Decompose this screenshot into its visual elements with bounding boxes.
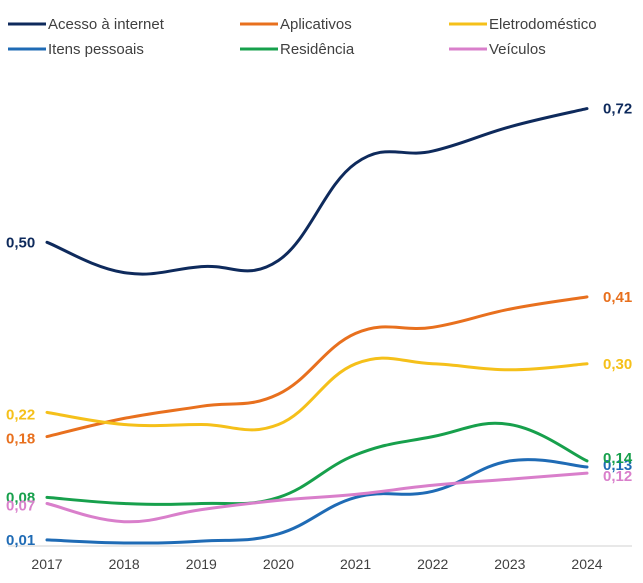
legend-item-veiculos: Veículos <box>449 41 546 58</box>
x-tick-label: 2024 <box>571 556 602 572</box>
legend-item-itens-pessoais: Itens pessoais <box>8 41 144 58</box>
x-tick-label: 2023 <box>494 556 525 572</box>
data-label-start: 0,18 <box>6 431 35 448</box>
series-layer: 0,50 0,72 0,18 0,41 0,22 0,30 0,01 0,13 0,08 0,14… <box>6 101 633 549</box>
legend-item-residencia: Residência <box>240 41 355 58</box>
legend-item-eletrodomestico: Eletrodoméstico <box>449 16 597 33</box>
data-label-end: 0,72 <box>603 101 632 118</box>
series-line-veiculos <box>45 471 589 524</box>
legend-label: Veículos <box>489 41 546 58</box>
legend-item-acesso-a-internet: Acesso à internet <box>8 16 165 33</box>
legend-label: Aplicativos <box>280 16 352 33</box>
series-veiculos: 0,07 0,12 <box>6 468 632 524</box>
data-label-end: 0,30 <box>603 356 632 373</box>
series-line-acesso-a-internet <box>45 107 589 276</box>
data-label-start: 0,22 <box>6 406 35 423</box>
data-label-end: 0,14 <box>603 450 633 467</box>
legend-item-aplicativos: Aplicativos <box>240 16 352 33</box>
x-tick-label: 2022 <box>417 556 448 572</box>
data-label-start: 0,01 <box>6 532 35 549</box>
series-line-aplicativos <box>45 295 589 439</box>
chart-legend: Acesso à internet Aplicativos Eletrodomést… <box>8 16 597 58</box>
legend-label: Acesso à internet <box>48 16 165 33</box>
data-label-end: 0,13 <box>603 457 632 474</box>
legend-label: Eletrodoméstico <box>489 16 597 33</box>
x-axis-ticks: 2017 2018 2019 2020 2021 2022 2023 2024 <box>31 556 602 572</box>
series-itens-pessoais: 0,01 0,13 <box>6 457 632 549</box>
data-label-start: 0,07 <box>6 497 35 514</box>
series-line-residencia <box>45 421 589 506</box>
data-label-end: 0,41 <box>603 289 632 306</box>
series-line-eletrodomestico <box>45 356 589 432</box>
series-eletrodomestico: 0,22 0,30 <box>6 356 632 432</box>
series-acesso-a-internet: 0,50 0,72 <box>6 101 632 276</box>
series-aplicativos: 0,18 0,41 <box>6 289 632 448</box>
x-tick-label: 2017 <box>31 556 62 572</box>
x-tick-label: 2018 <box>109 556 140 572</box>
series-residencia: 0,08 0,14 <box>6 421 633 506</box>
data-label-start: 0,50 <box>6 234 35 251</box>
legend-label: Itens pessoais <box>48 41 144 58</box>
data-label-start: 0,08 <box>6 489 35 506</box>
x-tick-label: 2019 <box>186 556 217 572</box>
data-label-end: 0,12 <box>603 468 632 485</box>
x-tick-label: 2020 <box>263 556 294 572</box>
legend-label: Residência <box>280 41 355 58</box>
series-line-itens-pessoais <box>45 458 589 545</box>
x-tick-label: 2021 <box>340 556 371 572</box>
